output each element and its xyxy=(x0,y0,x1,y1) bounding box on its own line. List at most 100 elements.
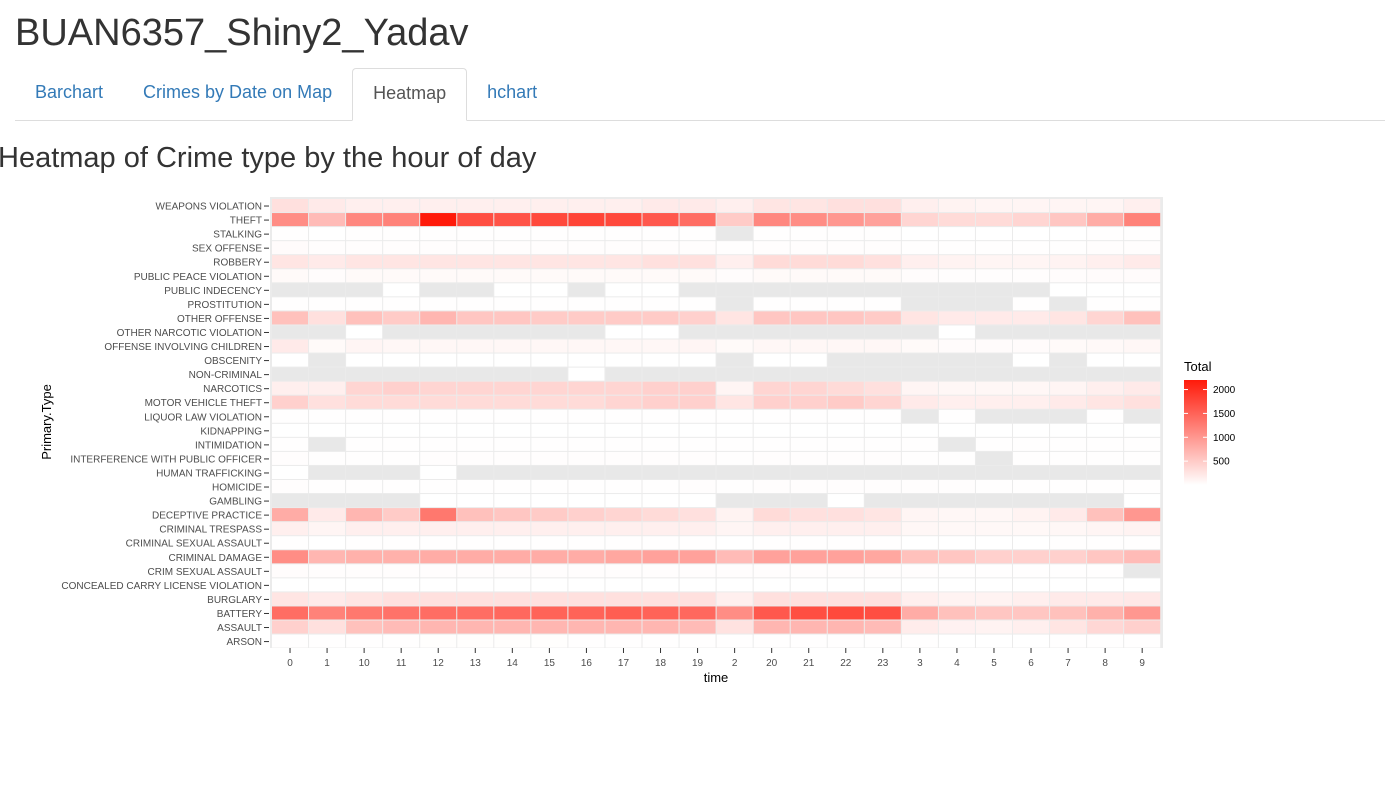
heatmap-cell xyxy=(309,522,346,536)
heatmap-cell xyxy=(568,269,605,283)
heatmap-cell xyxy=(346,423,383,437)
heatmap-cell xyxy=(457,409,494,423)
heatmap-cell xyxy=(679,465,716,479)
heatmap-cell xyxy=(531,199,568,213)
heatmap-cell xyxy=(753,241,790,255)
heatmap-cell xyxy=(975,395,1012,409)
heatmap-cell xyxy=(642,353,679,367)
heatmap-cell xyxy=(605,395,642,409)
heatmap-cell xyxy=(1124,465,1161,479)
heatmap-cell xyxy=(1013,339,1050,353)
heatmap-cell xyxy=(494,367,531,381)
heatmap-cell xyxy=(1087,283,1124,297)
heatmap-cell xyxy=(346,620,383,634)
heatmap-cell xyxy=(716,564,753,578)
heatmap-cell xyxy=(457,620,494,634)
heatmap-cell xyxy=(494,381,531,395)
heatmap-cell xyxy=(901,437,938,451)
heatmap-cell xyxy=(642,437,679,451)
tab-hchart[interactable]: hchart xyxy=(487,82,538,102)
heatmap-cell xyxy=(642,606,679,620)
y-tick-label: SEX OFFENSE xyxy=(192,244,262,255)
heatmap-cell xyxy=(272,592,309,606)
heatmap-cell xyxy=(938,311,975,325)
heatmap-cell xyxy=(531,227,568,241)
y-tick-label: KIDNAPPING xyxy=(200,426,262,437)
heatmap-cell xyxy=(901,409,938,423)
heatmap-cell xyxy=(531,578,568,592)
heatmap-cell xyxy=(568,536,605,550)
heatmap-cell xyxy=(1013,522,1050,536)
heatmap-cell xyxy=(1124,255,1161,269)
heatmap-cell xyxy=(864,297,901,311)
heatmap-cell xyxy=(272,367,309,381)
heatmap-cell xyxy=(457,311,494,325)
x-tick-label: 23 xyxy=(877,658,889,669)
heatmap-cell xyxy=(1050,606,1087,620)
heatmap-cell xyxy=(716,213,753,227)
heatmap-cell xyxy=(1124,550,1161,564)
heatmap-cell xyxy=(1013,451,1050,465)
heatmap-cell xyxy=(457,325,494,339)
x-tick-label: 16 xyxy=(581,658,593,669)
heatmap-cell xyxy=(272,578,309,592)
heatmap-cell xyxy=(827,522,864,536)
heatmap-cell xyxy=(827,381,864,395)
heatmap-cell xyxy=(605,494,642,508)
heatmap-cell xyxy=(827,395,864,409)
heatmap-cell xyxy=(494,564,531,578)
heatmap-cell xyxy=(975,465,1012,479)
heatmap-cell xyxy=(1013,213,1050,227)
heatmap-cell xyxy=(1124,311,1161,325)
heatmap-cell xyxy=(716,409,753,423)
heatmap-cell xyxy=(864,465,901,479)
heatmap-cell xyxy=(346,564,383,578)
heatmap-cell xyxy=(901,606,938,620)
heatmap-cell xyxy=(420,325,457,339)
heatmap-cell xyxy=(716,381,753,395)
heatmap-cell xyxy=(605,213,642,227)
heatmap-cell xyxy=(531,494,568,508)
heatmap-cell xyxy=(790,620,827,634)
heatmap-cell xyxy=(383,437,420,451)
heatmap-cell xyxy=(1124,353,1161,367)
heatmap-cell xyxy=(827,227,864,241)
heatmap-cell xyxy=(1013,592,1050,606)
heatmap-cell xyxy=(1050,437,1087,451)
heatmap-cell xyxy=(827,451,864,465)
y-tick-label: THEFT xyxy=(230,216,262,227)
y-tick-label: OTHER NARCOTIC VIOLATION xyxy=(117,328,262,339)
heatmap-cell xyxy=(457,269,494,283)
heatmap-cell xyxy=(272,199,309,213)
heatmap-cell xyxy=(346,494,383,508)
heatmap-cell xyxy=(346,409,383,423)
heatmap-cell xyxy=(938,522,975,536)
heatmap-cell xyxy=(679,367,716,381)
heatmap-cell xyxy=(642,241,679,255)
heatmap-cell xyxy=(420,423,457,437)
heatmap-cell xyxy=(975,423,1012,437)
tab-barchart[interactable]: Barchart xyxy=(35,82,104,102)
heatmap-cell xyxy=(1050,592,1087,606)
heatmap-cell xyxy=(309,283,346,297)
heatmap-cell xyxy=(568,522,605,536)
heatmap-cell xyxy=(753,255,790,269)
heatmap-cell xyxy=(309,634,346,648)
heatmap-cell xyxy=(938,255,975,269)
heatmap-cell xyxy=(568,550,605,564)
tab-heatmap[interactable]: Heatmap xyxy=(352,68,468,121)
heatmap-cell xyxy=(383,606,420,620)
heatmap-cell xyxy=(531,213,568,227)
heatmap-cell xyxy=(790,634,827,648)
y-tick-label: CRIMINAL SEXUAL ASSAULT xyxy=(126,539,262,550)
heatmap-cell xyxy=(975,578,1012,592)
heatmap-cell xyxy=(1124,227,1161,241)
tab-crimes-by-date-on-map[interactable]: Crimes by Date on Map xyxy=(143,82,333,102)
heatmap-cell xyxy=(1087,409,1124,423)
heatmap-cell xyxy=(716,451,753,465)
heatmap-cell xyxy=(642,522,679,536)
heatmap-cell xyxy=(272,480,309,494)
heatmap-cell xyxy=(642,592,679,606)
heatmap-cell xyxy=(531,339,568,353)
heatmap-cell xyxy=(346,578,383,592)
